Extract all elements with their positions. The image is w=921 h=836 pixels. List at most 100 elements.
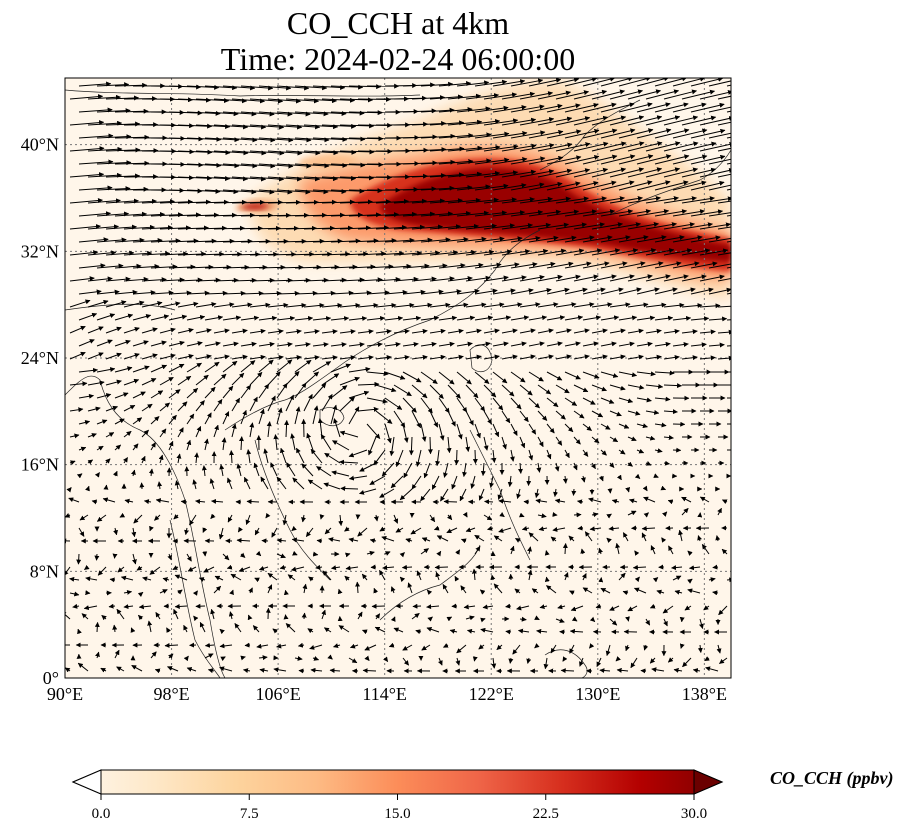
- wind-vector: [505, 629, 512, 635]
- wind-vector: [294, 264, 322, 270]
- wind-vector: [429, 198, 463, 204]
- wind-vector: [384, 289, 408, 295]
- wind-vector: [312, 85, 346, 90]
- wind-vector: [609, 141, 645, 152]
- wind-vector: [240, 137, 276, 143]
- wind-vector: [294, 163, 330, 169]
- wind-vector: [204, 341, 221, 347]
- wind-vector: [534, 615, 540, 621]
- wind-vector: [393, 276, 419, 282]
- wind-vector: [321, 302, 343, 308]
- wind-vector: [573, 196, 607, 204]
- wind-vector: [555, 248, 585, 256]
- wind-vector: [231, 277, 257, 283]
- wind-vector: [112, 553, 118, 559]
- wind-vector: [150, 290, 174, 296]
- wind-vector: [546, 287, 570, 295]
- wind-vector: [627, 274, 653, 282]
- wind-vector: [645, 274, 671, 282]
- wind-vector: [618, 154, 654, 165]
- wind-vector: [186, 264, 214, 270]
- wind-vector: [105, 198, 139, 204]
- wind-vector: [600, 78, 634, 87]
- colorbar-ticks: 0.0 7.5 15.0 22.5 30.0: [92, 794, 707, 822]
- wind-vector: [105, 352, 122, 360]
- wind-vector: [654, 341, 671, 347]
- wind-vector: [420, 211, 454, 217]
- wind-vector: [303, 124, 339, 130]
- wind-vector: [447, 145, 483, 152]
- wind-vector: [465, 170, 501, 178]
- wind-vector: [519, 117, 555, 126]
- wind-vector: [204, 111, 239, 117]
- wind-vector: [492, 156, 528, 165]
- wind-vector: [717, 173, 731, 178]
- wind-vector: [105, 300, 127, 308]
- wind-vector: [150, 238, 181, 244]
- wind-vector: [645, 89, 680, 100]
- wind-vector: [213, 98, 248, 104]
- wind-vector: [105, 121, 141, 127]
- wind-vector: [555, 116, 591, 126]
- wind-vector: [501, 328, 518, 334]
- wind-vector: [501, 143, 537, 152]
- wind-vector: [321, 149, 357, 155]
- wind-vector: [591, 354, 608, 360]
- wind-vector: [78, 81, 112, 87]
- wind-vector: [159, 225, 191, 231]
- wind-vector: [312, 290, 336, 296]
- wind-vector: [132, 211, 166, 217]
- wind-vector: [276, 290, 300, 296]
- wind-vector: [600, 341, 617, 347]
- wind-vector: [258, 315, 278, 321]
- wind-vector: [573, 222, 605, 230]
- colorbar-tick-label: 0.0: [92, 806, 111, 822]
- wind-vector: [222, 85, 256, 91]
- wind-vector: [708, 80, 731, 87]
- colorbar-tick-label: 22.5: [533, 806, 559, 822]
- wind-vector: [76, 553, 82, 565]
- wind-vector: [708, 158, 731, 165]
- wind-vector: [483, 328, 500, 334]
- wind-vector: [492, 236, 523, 243]
- wind-vector: [645, 248, 675, 256]
- wind-vector: [402, 315, 422, 321]
- wind-vector: [546, 78, 580, 87]
- wind-vector: [519, 222, 551, 230]
- wind-vector: [591, 222, 623, 230]
- wind-vector: [712, 564, 719, 570]
- wind-vector: [186, 110, 221, 116]
- wind-vector: [564, 287, 588, 295]
- wind-vector: [717, 226, 731, 230]
- wind-vector: [249, 98, 284, 104]
- wind-vector: [429, 94, 464, 100]
- wind-vector: [105, 95, 140, 101]
- wind-vector: [501, 249, 531, 256]
- wind-vector: [699, 355, 716, 361]
- wind-vector: [141, 199, 175, 205]
- wind-vector: [312, 316, 332, 322]
- wind-vector: [474, 341, 491, 347]
- wind-vector: [609, 196, 643, 204]
- wind-vector: [573, 167, 609, 178]
- wind-vector: [654, 78, 688, 87]
- wind-vector: [204, 264, 232, 270]
- wind-vector: [681, 248, 711, 256]
- wind-vector: [231, 302, 253, 308]
- wind-vector: [537, 90, 572, 100]
- wind-vector: [582, 180, 617, 191]
- wind-vector: [645, 302, 667, 308]
- wind-vector: [312, 342, 329, 348]
- wind-vector: [519, 616, 527, 622]
- wind-vector: [663, 196, 697, 204]
- wind-vector: [537, 196, 571, 204]
- wind-vector: [492, 183, 527, 191]
- wind-vector: [204, 212, 238, 218]
- wind-vector: [231, 150, 267, 156]
- wind-vector: [177, 353, 194, 360]
- wind-vector: [537, 222, 569, 230]
- wind-vector: [375, 250, 405, 256]
- wind-vector: [204, 137, 240, 143]
- wind-vector: [222, 111, 257, 117]
